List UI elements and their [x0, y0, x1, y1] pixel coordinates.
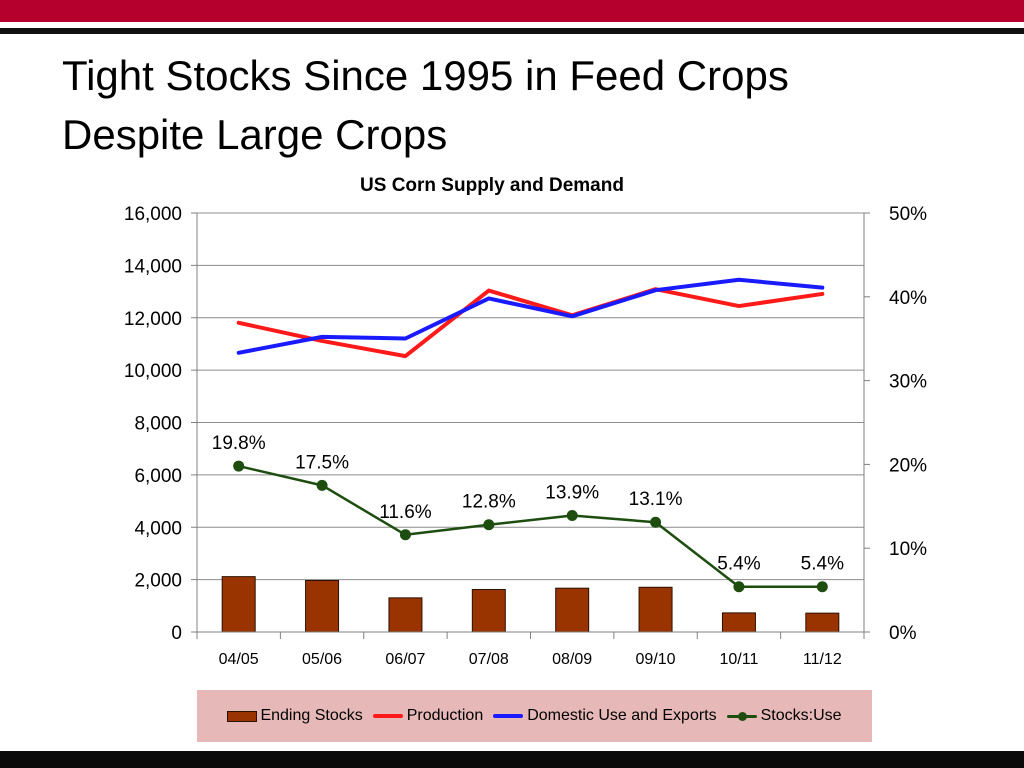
stocks-use-data-label: 5.4% [717, 554, 760, 575]
x-axis-tick-label: 04/05 [219, 651, 259, 668]
left-axis-tick-label: 12,000 [124, 309, 182, 330]
x-axis-tick-label: 05/06 [302, 651, 342, 668]
stocks-use-point [566, 510, 578, 522]
right-axis-tick-label: 50% [889, 204, 927, 225]
x-axis-tick-label: 06/07 [385, 651, 425, 668]
right-axis-tick-label: 40% [889, 288, 927, 309]
stocks-use-point [733, 581, 745, 593]
ending-stocks-bar [471, 588, 506, 633]
stocks-use-point [816, 581, 828, 593]
left-axis-tick-label: 0 [171, 623, 182, 644]
stocks-use-point [399, 529, 411, 541]
right-axis-tick-label: 0% [889, 623, 917, 644]
data-labels: 19.8% 17.5% 11.6% 12.8% 13.9% 13.1% 5.4% 5.4% [212, 433, 844, 575]
legend-label-domestic-use: Domestic Use and Exports [527, 707, 717, 724]
stocks-use-line [237, 464, 824, 588]
domestic-use-swatch [493, 714, 524, 718]
legend-label-ending-stocks: Ending Stocks [260, 707, 363, 724]
left-axis-tick-label: 14,000 [124, 256, 182, 277]
ending-stocks-bar [805, 612, 840, 633]
x-axis-tick-label: 08/09 [552, 651, 592, 668]
stocks-use-data-label: 19.8% [212, 433, 266, 454]
ending-stocks-swatch [227, 710, 258, 722]
production-swatch [372, 714, 403, 718]
stocks-use-point [316, 479, 328, 491]
corn-supply-demand-chart: US Corn Supply and Demand 0 2,000 4,000 6,0… [124, 175, 927, 668]
stocks-use-data-label: 13.9% [545, 483, 599, 504]
stocks-use-data-label: 12.8% [462, 492, 516, 513]
slide-title: Tight Stocks Since 1995 in Feed Crops De… [62, 46, 962, 164]
right-axis-tick-label: 30% [889, 372, 927, 393]
stocks-use-swatch [726, 711, 757, 721]
series-lines [233, 277, 828, 593]
slide-title-line-1: Tight Stocks Since 1995 in Feed Crops [62, 52, 789, 99]
stocks-use-point [483, 519, 495, 531]
legend-item-stocks-use: Stocks:Use [726, 707, 842, 725]
left-axis-tick-label: 6,000 [134, 466, 182, 487]
ending-stocks-bar [721, 612, 756, 633]
chart-title: US Corn Supply and Demand [360, 175, 624, 196]
x-axis-tick-label: 09/10 [636, 651, 676, 668]
domestic-use-line [236, 277, 825, 355]
legend-item-domestic-use: Domestic Use and Exports [493, 707, 717, 725]
ending-stocks-bar [555, 587, 590, 633]
left-axis-tick-label: 16,000 [124, 204, 182, 225]
ending-stocks-bar [305, 579, 340, 633]
slide-title-line-2: Despite Large Crops [62, 111, 448, 158]
chart-legend: Ending Stocks Production Domestic Use an… [197, 690, 872, 742]
legend-label-production: Production [406, 707, 484, 724]
legend-item-ending-stocks: Ending Stocks [227, 707, 363, 725]
legend-label-stocks-use: Stocks:Use [760, 707, 842, 724]
ending-stocks-bar [388, 597, 423, 633]
stocks-use-data-label: 13.1% [629, 489, 683, 510]
gridlines [197, 212, 864, 581]
left-axis-tick-label: 8,000 [134, 414, 182, 435]
left-axis-tick-label: 2,000 [134, 571, 182, 592]
stocks-use-data-label: 17.5% [295, 452, 349, 473]
x-axis-tick-label: 11/12 [803, 651, 842, 668]
stocks-use-point [233, 460, 245, 472]
axes: 0 2,000 4,000 6,000 8,000 10,000 12,000 14,000 1… [124, 204, 927, 668]
production-line [236, 287, 825, 359]
bottom-bar [0, 751, 1024, 768]
ending-stocks-bars [221, 576, 840, 633]
left-axis-tick-label: 4,000 [134, 518, 182, 539]
top-divider-rule [0, 28, 1024, 34]
stocks-use-point [650, 516, 662, 528]
stocks-use-data-label: 11.6% [379, 502, 432, 523]
ending-stocks-bar [638, 586, 673, 633]
stocks-use-data-label: 5.4% [801, 554, 844, 575]
stocks-use-marker-icon [737, 711, 747, 721]
top-accent-bar [0, 0, 1024, 22]
x-axis-tick-label: 07/08 [469, 651, 509, 668]
legend-item-production: Production [372, 707, 484, 725]
right-axis-tick-label: 10% [889, 539, 927, 560]
left-axis-tick-label: 10,000 [124, 361, 182, 382]
right-axis-tick-label: 20% [889, 455, 927, 476]
x-axis-tick-label: 10/11 [720, 651, 759, 668]
ending-stocks-bar [221, 576, 256, 633]
